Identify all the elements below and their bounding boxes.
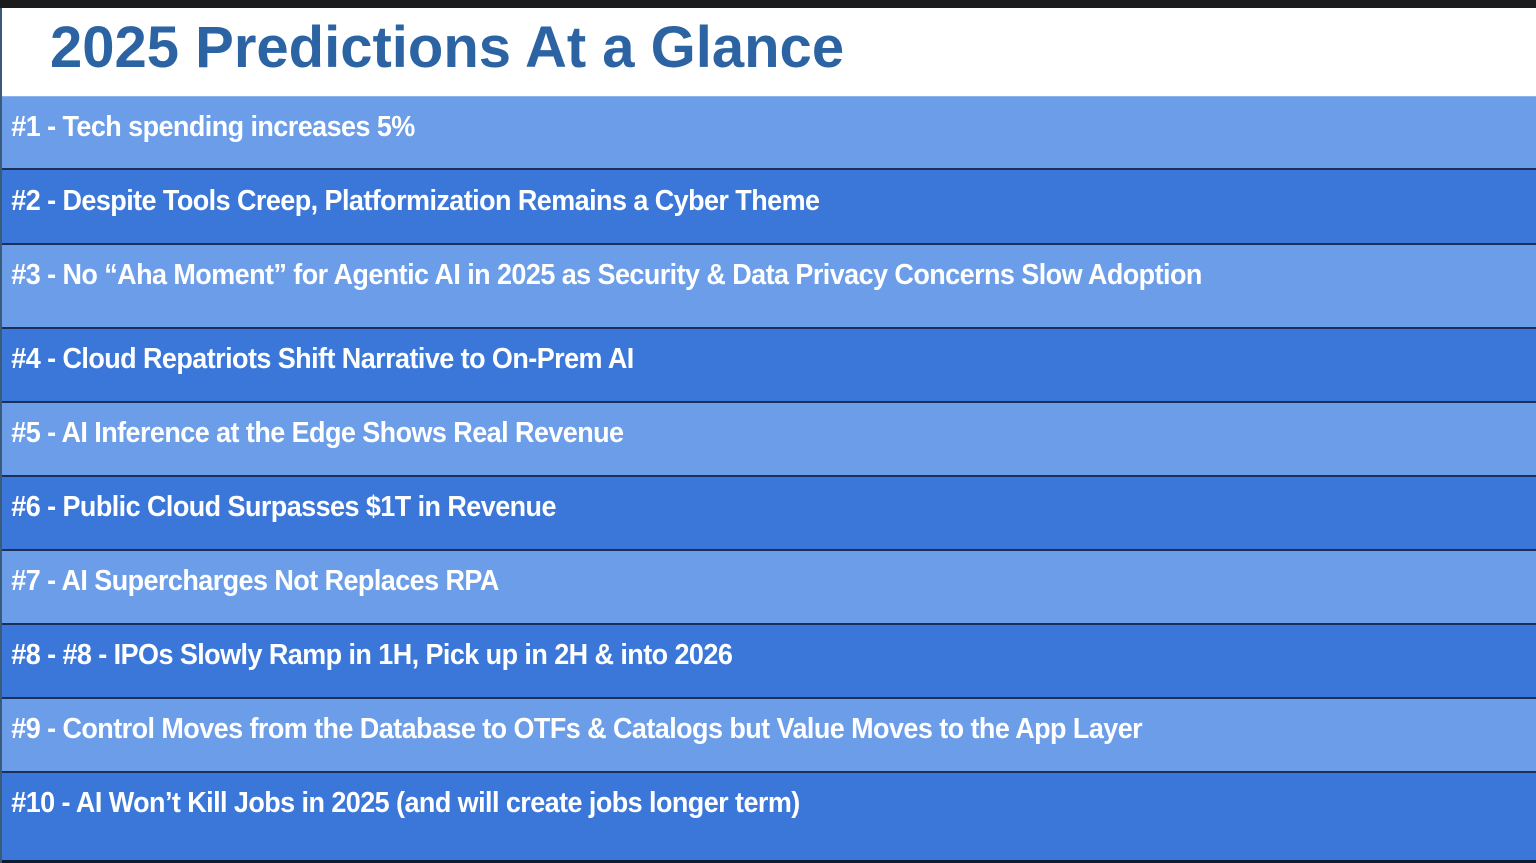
prediction-row-7: #7 - AI Supercharges Not Replaces RPA [2, 551, 1536, 625]
prediction-row-2: #2 - Despite Tools Creep, Platformizatio… [2, 170, 1536, 245]
prediction-row-5: #5 - AI Inference at the Edge Shows Real… [2, 403, 1536, 477]
prediction-text: #4 - Cloud Repatriots Shift Narrative to… [11, 343, 634, 375]
prediction-row-10: #10 - AI Won’t Kill Jobs in 2025 (and wi… [2, 773, 1536, 863]
prediction-row-4: #4 - Cloud Repatriots Shift Narrative to… [2, 329, 1536, 403]
prediction-row-1: #1 - Tech spending increases 5% [2, 96, 1536, 170]
slide: 2025 Predictions At a Glance #1 - Tech s… [0, 8, 1536, 863]
prediction-text: #5 - AI Inference at the Edge Shows Real… [11, 417, 624, 449]
page-title: 2025 Predictions At a Glance [50, 15, 845, 80]
prediction-text: #10 - AI Won’t Kill Jobs in 2025 (and wi… [11, 787, 800, 819]
prediction-text: #7 - AI Supercharges Not Replaces RPA [11, 565, 499, 597]
prediction-row-6: #6 - Public Cloud Surpasses $1T in Reven… [2, 477, 1536, 551]
prediction-text: #3 - No “Aha Moment” for Agentic AI in 2… [11, 259, 1202, 291]
prediction-text: #1 - Tech spending increases 5% [11, 111, 415, 143]
prediction-text: #8 - #8 - IPOs Slowly Ramp in 1H, Pick u… [11, 639, 733, 671]
prediction-row-8: #8 - #8 - IPOs Slowly Ramp in 1H, Pick u… [2, 625, 1536, 699]
prediction-text: #6 - Public Cloud Surpasses $1T in Reven… [11, 491, 556, 523]
predictions-table: #1 - Tech spending increases 5% #2 - Des… [2, 96, 1536, 863]
prediction-text: #2 - Despite Tools Creep, Platformizatio… [11, 185, 820, 217]
title-area: 2025 Predictions At a Glance [2, 8, 1536, 96]
top-bar [0, 0, 1536, 8]
prediction-text: #9 - Control Moves from the Database to … [11, 713, 1143, 745]
prediction-row-3: #3 - No “Aha Moment” for Agentic AI in 2… [2, 245, 1536, 329]
prediction-row-9: #9 - Control Moves from the Database to … [2, 699, 1536, 773]
